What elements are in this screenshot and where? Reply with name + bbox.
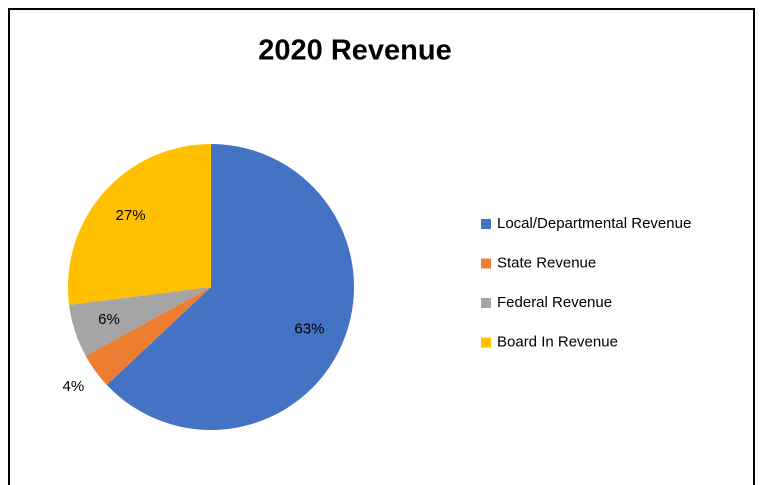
legend-swatch: [481, 298, 491, 308]
legend-swatch: [481, 258, 491, 269]
legend-label: Local/Departmental Revenue: [497, 215, 691, 232]
legend-label: Federal Revenue: [497, 294, 612, 311]
pie-slice: [69, 287, 211, 356]
chart-frame: [8, 8, 755, 485]
pie-slice: [85, 287, 211, 385]
chart-title: 2020 Revenue: [258, 35, 451, 67]
pie-slice: [106, 144, 355, 430]
pie-slice: [68, 144, 211, 305]
legend-label: State Revenue: [497, 254, 596, 271]
legend-swatch: [481, 219, 491, 229]
legend-label: Board In Revenue: [497, 333, 618, 350]
data-label: 4%: [62, 378, 84, 395]
legend-swatch: [481, 337, 491, 348]
data-label: 63%: [294, 321, 324, 338]
data-label: 6%: [98, 311, 120, 328]
data-label: 27%: [116, 207, 146, 224]
